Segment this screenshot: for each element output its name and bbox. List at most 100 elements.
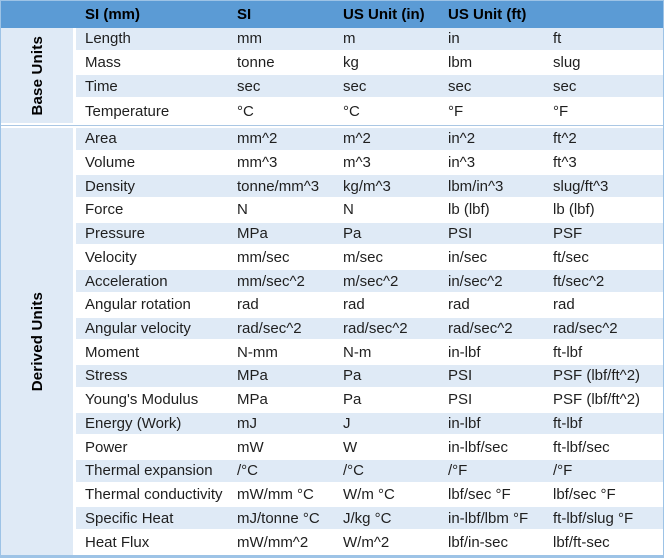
- cell-us-in: PSI: [448, 225, 473, 243]
- cell-us-in: in/sec^2: [448, 272, 503, 290]
- table-row: Angular rotation rad rad rad rad: [76, 293, 663, 318]
- section-base-units: Base Units Length mm m in ft Mass tonne kg lbm slu…: [1, 28, 663, 123]
- cell-si: N: [343, 201, 354, 219]
- cell-si: J/kg °C: [343, 509, 392, 527]
- cell-si-mm: tonne: [237, 54, 275, 72]
- cell-si-mm: mm^3: [237, 153, 278, 171]
- cell-us-ft: sec: [553, 77, 577, 95]
- cell-si-mm: mW/mm °C: [237, 486, 314, 504]
- cell-property: Area: [85, 130, 117, 148]
- cell-si-mm: tonne/mm^3: [237, 177, 320, 195]
- section-label: Base Units: [1, 28, 76, 123]
- cell-property: Density: [85, 177, 136, 195]
- cell-us-in: in-lbf: [448, 414, 481, 432]
- table-row: Volume mm^3 m^3 in^3 ft^3: [76, 151, 663, 176]
- cell-si: m^3: [343, 153, 371, 171]
- table-row: Thermal expansion /°C /°C /°F /°F: [76, 459, 663, 484]
- cell-si-mm: mm/sec: [237, 248, 290, 266]
- table-row: Length mm m in ft: [76, 28, 663, 52]
- header-cell-us-ft: US Unit (ft): [448, 6, 527, 23]
- cell-us-in: lbm/in^3: [448, 177, 504, 195]
- header-cell-us-in: US Unit (in): [343, 6, 425, 23]
- cell-property: Volume: [85, 153, 136, 171]
- table-row: Mass tonne kg lbm slug: [76, 51, 663, 76]
- cell-us-in: in-lbf/sec: [448, 438, 509, 456]
- cell-us-ft: ft^3: [553, 153, 577, 171]
- cell-si: rad: [343, 296, 365, 314]
- cell-property: Velocity: [85, 248, 137, 266]
- cell-si: m/sec^2: [343, 272, 399, 290]
- cell-us-ft: slug/ft^3: [553, 177, 609, 195]
- cell-si: °C: [343, 102, 360, 120]
- table-row: Velocity mm/sec m/sec in/sec ft/sec: [76, 246, 663, 271]
- section-rows: Area mm^2 m^2 in^2 ft^2 Volume mm^3 m^3 in^3 ft^3…: [76, 127, 663, 555]
- cell-us-in: lbf/sec °F: [448, 486, 511, 504]
- cell-us-in: /°F: [448, 462, 468, 480]
- cell-property: Specific Heat: [85, 509, 174, 527]
- cell-si: kg: [343, 54, 359, 72]
- cell-si: m: [343, 30, 356, 48]
- cell-property: Time: [85, 77, 118, 95]
- cell-us-in: °F: [448, 102, 464, 120]
- table-row: Angular velocity rad/sec^2 rad/sec^2 rad/se…: [76, 317, 663, 342]
- cell-si: J: [343, 414, 351, 432]
- cell-us-in: rad/sec^2: [448, 319, 513, 337]
- table-row: Time sec sec sec sec: [76, 75, 663, 100]
- cell-us-ft: /°F: [553, 462, 573, 480]
- cell-us-in: in: [448, 30, 460, 48]
- cell-us-ft: ft^2: [553, 130, 577, 148]
- cell-si-mm: mJ: [237, 414, 257, 432]
- cell-property: Force: [85, 201, 124, 219]
- table-row: Heat Flux mW/mm^2 W/m^2 lbf/in-sec lbf/ft-se…: [76, 531, 663, 555]
- table-row: Stress MPa Pa PSI PSF (lbf/ft^2): [76, 365, 663, 389]
- table-row: Pressure MPa Pa PSI PSF: [76, 222, 663, 247]
- cell-us-in: lbm: [448, 54, 473, 72]
- cell-us-in: in-lbf: [448, 343, 481, 361]
- cell-us-ft: ft-lbf: [553, 343, 583, 361]
- cell-si: sec: [343, 77, 367, 95]
- table-body: Base Units Length mm m in ft Mass tonne kg lbm slu…: [1, 28, 663, 555]
- cell-us-in: lb (lbf): [448, 201, 490, 219]
- cell-property: Energy (Work): [85, 414, 182, 432]
- cell-us-ft: °F: [553, 102, 569, 120]
- cell-si: rad/sec^2: [343, 319, 408, 337]
- cell-us-ft: lbf/ft-sec: [553, 534, 610, 552]
- cell-us-in: in^3: [448, 153, 476, 171]
- cell-si-mm: MPa: [237, 391, 268, 409]
- cell-us-ft: ft: [553, 30, 562, 48]
- cell-si-mm: mm^2: [237, 130, 278, 148]
- cell-property: Stress: [85, 367, 128, 385]
- cell-property: Moment: [85, 343, 140, 361]
- cell-si-mm: mm/sec^2: [237, 272, 305, 290]
- section-label-text: Base Units: [28, 35, 46, 116]
- cell-si-mm: MPa: [237, 367, 268, 385]
- table-row: Specific Heat mJ/tonne °C J/kg °C in-lbf/lb…: [76, 507, 663, 532]
- cell-si-mm: N: [237, 201, 248, 219]
- section-rows: Length mm m in ft Mass tonne kg lbm slug Time sec se…: [76, 28, 663, 123]
- cell-property: Power: [85, 438, 128, 456]
- cell-property: Young's Modulus: [85, 391, 199, 409]
- cell-us-in: PSI: [448, 391, 473, 409]
- cell-si-mm: mW: [237, 438, 264, 456]
- cell-si: W/m °C: [343, 486, 395, 504]
- cell-us-in: in/sec: [448, 248, 488, 266]
- cell-property: Acceleration: [85, 272, 168, 290]
- cell-us-ft: rad: [553, 296, 575, 314]
- cell-si-mm: rad: [237, 296, 259, 314]
- cell-si: /°C: [343, 462, 364, 480]
- cell-property: Pressure: [85, 225, 146, 243]
- cell-property: Thermal expansion: [85, 462, 213, 480]
- cell-us-ft: lb (lbf): [553, 201, 595, 219]
- cell-property: Mass: [85, 54, 121, 72]
- cell-us-ft: ft/sec^2: [553, 272, 605, 290]
- cell-us-ft: rad/sec^2: [553, 319, 618, 337]
- cell-si: W: [343, 438, 358, 456]
- cell-si: kg/m^3: [343, 177, 391, 195]
- cell-si-mm: MPa: [237, 225, 268, 243]
- table-row: Area mm^2 m^2 in^2 ft^2: [76, 127, 663, 152]
- cell-property: Temperature: [85, 102, 170, 120]
- cell-us-ft: ft-lbf/sec: [553, 438, 610, 456]
- cell-property: Thermal conductivity: [85, 486, 223, 504]
